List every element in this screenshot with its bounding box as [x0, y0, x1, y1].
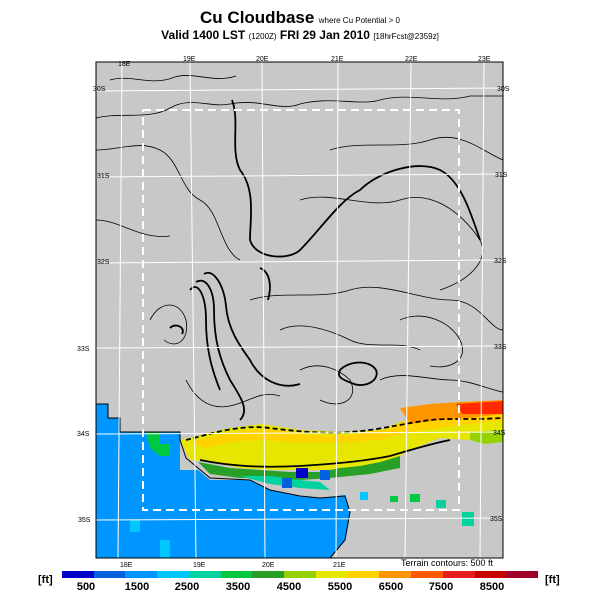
- colorbar-unit-right: [ft]: [545, 574, 560, 586]
- terrain-contours: [95, 75, 504, 408]
- colorbar-swatch: [188, 571, 221, 578]
- lon-label: 21E: [333, 562, 346, 569]
- lon-labels-bottom: 18E 19E 20E 21E: [120, 562, 346, 569]
- lon-label: 20E: [262, 562, 275, 569]
- latlon-grid: [95, 61, 504, 559]
- ocean-area-south: [145, 432, 350, 558]
- lat-label: 34S: [493, 430, 506, 437]
- colorbar-unit-left: [ft]: [38, 574, 53, 586]
- colorbar-swatch: [252, 571, 285, 578]
- colorbar-swatch: [93, 571, 126, 578]
- chart-title: Cu Cloudbase where Cu Potential > 0: [0, 8, 600, 28]
- colorbar-label: 4500: [276, 581, 302, 593]
- lon-label: 20E: [256, 56, 269, 63]
- valid-time: Valid 1400 LST: [161, 28, 246, 42]
- lon-label: 22E: [405, 56, 418, 63]
- lat-labels-left: 30S 31S 32S 33S 34S 35S: [77, 86, 110, 524]
- inner-domain-box: [142, 109, 460, 511]
- colorbar-label: 8500: [479, 581, 505, 593]
- lon-label: 18E: [118, 61, 131, 68]
- lat-label: 30S: [497, 86, 510, 93]
- lat-label: 33S: [77, 346, 90, 353]
- colorbar-swatch: [125, 571, 158, 578]
- lat-label: 30S: [93, 86, 106, 93]
- cloudbase-red: [456, 401, 503, 414]
- colorbar-label: 1500: [124, 581, 150, 593]
- title-main: Cu Cloudbase: [200, 8, 315, 27]
- colorbar-swatch: [411, 571, 443, 578]
- lat-label: 35S: [490, 516, 503, 523]
- colorbar-label: 2500: [174, 581, 200, 593]
- cloudbase-contours: [169, 99, 504, 468]
- terrain-note: Terrain contours: 500 ft: [401, 558, 494, 568]
- colorbar: [62, 571, 539, 578]
- cloudbase-orange-light: [190, 404, 503, 448]
- colorbar-swatch: [347, 571, 380, 578]
- lon-label: 23E: [478, 56, 491, 63]
- lon-label: 19E: [183, 56, 196, 63]
- valid-date: FRI 29 Jan 2010: [279, 28, 370, 42]
- map-frame: [95, 61, 504, 559]
- colorbar-swatch: [442, 571, 475, 578]
- colorbar-swatch: [157, 571, 189, 578]
- lon-label: 18E: [120, 562, 133, 569]
- colorbar-swatch: [284, 571, 316, 578]
- colorbar-label: 5500: [327, 581, 353, 593]
- cloudbase-green: [198, 456, 400, 480]
- lon-label: 21E: [331, 56, 344, 63]
- colorbar-label: 6500: [378, 581, 404, 593]
- colorbar-swatch: [379, 571, 412, 578]
- lat-labels-right: 30S 31S 32S 33S 34S 35S: [490, 86, 510, 523]
- colorbar-swatch: [315, 571, 348, 578]
- lat-label: 31S: [495, 172, 508, 179]
- colorbar-swatch: [62, 571, 94, 578]
- lat-label: 33S: [494, 344, 507, 351]
- lat-label: 34S: [77, 431, 90, 438]
- colorbar-label: 3500: [225, 581, 251, 593]
- valid-time-line: Valid 1400 LST (1200Z) FRI 29 Jan 2010 […: [0, 28, 600, 42]
- lat-label: 35S: [78, 517, 91, 524]
- coastline: [96, 403, 351, 559]
- lat-label: 31S: [97, 173, 110, 180]
- colorbar-swatch: [474, 571, 507, 578]
- lat-label: 32S: [494, 258, 507, 265]
- lat-label: 32S: [97, 259, 110, 266]
- lon-labels-top: 18E 19E 20E 21E 22E 23E: [118, 56, 491, 68]
- forecast-hour: [18hrFcst@2359z]: [373, 32, 439, 41]
- colorbar-label: 500: [76, 581, 96, 593]
- lon-label: 19E: [193, 562, 206, 569]
- colorbar-swatch: [506, 571, 539, 578]
- colorbar-swatch: [220, 571, 253, 578]
- valid-utc: (1200Z): [248, 32, 277, 41]
- title-sub: where Cu Potential > 0: [318, 16, 400, 25]
- colorbar-label: 7500: [428, 581, 454, 593]
